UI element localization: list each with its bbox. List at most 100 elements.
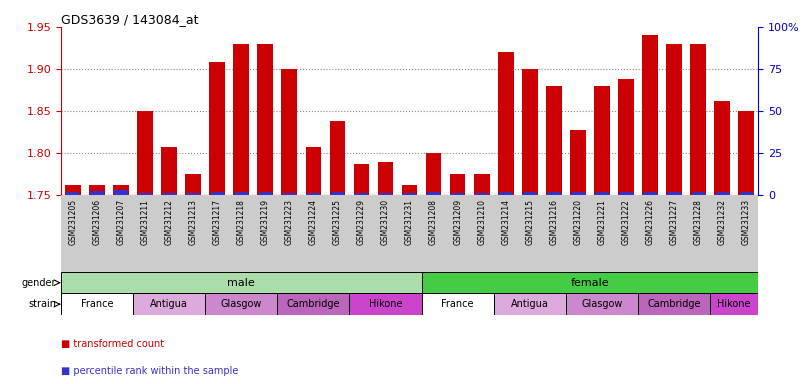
Text: Glasgow: Glasgow [581, 299, 623, 309]
Bar [739, 111, 754, 195]
Text: Hikone: Hikone [369, 299, 402, 309]
Bar [211, 192, 224, 195]
Bar [354, 164, 369, 195]
Text: strain: strain [28, 299, 56, 309]
Bar [257, 44, 273, 195]
Text: Cambridge: Cambridge [647, 299, 701, 309]
Bar [642, 35, 658, 195]
Text: GSM231209: GSM231209 [453, 199, 462, 245]
Bar [522, 69, 538, 195]
Text: GSM231225: GSM231225 [333, 199, 342, 245]
Text: GSM231208: GSM231208 [429, 199, 438, 245]
Bar [499, 192, 513, 195]
Text: France: France [441, 299, 474, 309]
Bar [139, 193, 152, 195]
Bar [547, 192, 560, 195]
Bar [523, 192, 536, 195]
Text: Antigua: Antigua [150, 299, 188, 309]
Text: GSM231217: GSM231217 [212, 199, 221, 245]
Bar [89, 185, 105, 195]
Bar [234, 192, 248, 195]
Text: GSM231222: GSM231222 [621, 199, 630, 245]
Bar [61, 272, 422, 293]
Text: GSM231207: GSM231207 [117, 199, 126, 245]
Text: Hikone: Hikone [718, 299, 751, 309]
Bar [161, 147, 177, 195]
Text: GSM231210: GSM231210 [477, 199, 487, 245]
Text: GSM231206: GSM231206 [92, 199, 101, 245]
Bar [259, 192, 272, 195]
Bar [427, 192, 440, 195]
Text: GSM231212: GSM231212 [165, 199, 174, 245]
Text: GSM231205: GSM231205 [68, 199, 77, 245]
Bar [710, 293, 758, 315]
Bar [570, 130, 586, 195]
Text: GSM231233: GSM231233 [742, 199, 751, 245]
Bar [354, 193, 368, 195]
Bar [306, 147, 321, 195]
Bar [331, 192, 344, 195]
Text: GSM231219: GSM231219 [261, 199, 270, 245]
Bar [65, 185, 80, 195]
Bar [277, 293, 350, 315]
Text: GSM231221: GSM231221 [598, 199, 607, 245]
Bar [114, 185, 129, 195]
Bar [474, 174, 490, 195]
Text: France: France [80, 299, 114, 309]
Bar [350, 293, 422, 315]
Bar [209, 62, 225, 195]
Bar [234, 44, 249, 195]
Text: GSM231214: GSM231214 [501, 199, 510, 245]
Bar [422, 293, 494, 315]
Bar [692, 192, 705, 195]
Text: GSM231226: GSM231226 [646, 199, 654, 245]
Bar [618, 79, 634, 195]
Bar [643, 192, 657, 195]
Bar [740, 192, 753, 195]
Bar [422, 272, 758, 293]
Text: GSM231211: GSM231211 [140, 199, 149, 245]
Text: GSM231232: GSM231232 [718, 199, 727, 245]
Bar [283, 193, 296, 195]
Bar [667, 44, 682, 195]
Text: Cambridge: Cambridge [286, 299, 340, 309]
Bar [403, 193, 416, 195]
Bar [594, 86, 610, 195]
Bar [281, 69, 297, 195]
Bar [450, 174, 466, 195]
Text: Glasgow: Glasgow [221, 299, 262, 309]
Bar [638, 293, 710, 315]
Bar [67, 192, 79, 195]
Text: gender: gender [22, 278, 56, 288]
Text: GSM231224: GSM231224 [309, 199, 318, 245]
Text: GSM231215: GSM231215 [526, 199, 534, 245]
Bar [546, 86, 562, 195]
Bar [379, 193, 393, 195]
Text: GSM231231: GSM231231 [405, 199, 414, 245]
Text: male: male [227, 278, 255, 288]
Bar [90, 191, 104, 195]
Text: GSM231229: GSM231229 [357, 199, 366, 245]
Bar [162, 193, 176, 195]
Text: GSM231230: GSM231230 [381, 199, 390, 245]
Bar [205, 293, 277, 315]
Bar [494, 293, 566, 315]
Text: ■ transformed count: ■ transformed count [61, 339, 164, 349]
Bar [61, 293, 133, 315]
Text: GSM231218: GSM231218 [237, 199, 246, 245]
Bar [137, 111, 152, 195]
Bar [566, 293, 638, 315]
Bar [426, 153, 441, 195]
Bar [378, 162, 393, 195]
Text: GSM231220: GSM231220 [573, 199, 582, 245]
Bar [401, 185, 418, 195]
Text: Antigua: Antigua [511, 299, 549, 309]
Text: GDS3639 / 143084_at: GDS3639 / 143084_at [61, 13, 199, 26]
Text: female: female [571, 278, 609, 288]
Bar [451, 193, 465, 195]
Bar [498, 52, 513, 195]
Bar [133, 293, 205, 315]
Text: GSM231216: GSM231216 [549, 199, 558, 245]
Bar [690, 44, 706, 195]
Text: GSM231227: GSM231227 [670, 199, 679, 245]
